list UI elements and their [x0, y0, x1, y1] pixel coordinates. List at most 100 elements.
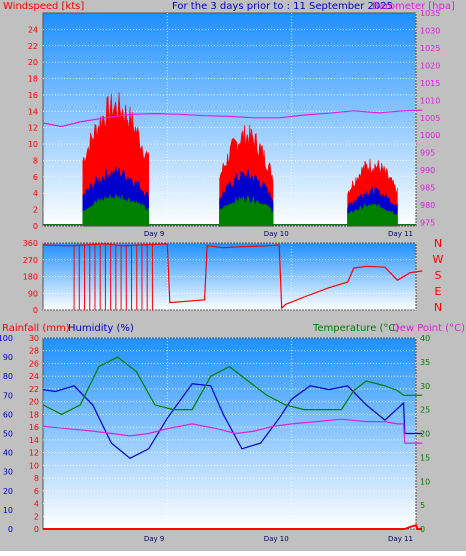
- wind-x-tick-label: Day 11: [388, 230, 413, 238]
- rain-tick-label: 0: [34, 525, 39, 534]
- rain-tick-label: 18: [29, 410, 39, 419]
- wind-tick-label: 14: [28, 107, 38, 116]
- low-wind-burst: [219, 195, 274, 227]
- direction-tick-label: 90: [28, 289, 38, 298]
- humidity-legend: Humidity (%): [68, 323, 134, 334]
- rainfall-legend: Rainfall (mm): [2, 323, 70, 334]
- humidity-tick-label: 90: [3, 353, 13, 362]
- barometer-line: [42, 109, 423, 128]
- temperature-tick-label: 20: [420, 430, 430, 439]
- wind-axis-title: Windspeed [kts]: [3, 1, 84, 12]
- barometer-tick-label: 980: [420, 201, 435, 210]
- temperature-tick-label: 10: [420, 477, 430, 486]
- humidity-line: [42, 383, 423, 460]
- climate-x-tick-label: Day 11: [388, 535, 413, 543]
- climate-series: [42, 356, 423, 530]
- rain-tick-label: 4: [34, 500, 39, 509]
- rain-tick-label: 20: [29, 398, 39, 407]
- compass-label: N: [434, 237, 442, 250]
- humidity-tick-label: 0: [8, 525, 13, 534]
- dewpoint-line: [42, 418, 423, 444]
- rain-tick-label: 28: [29, 347, 39, 356]
- chart-period-title: For the 3 days prior to : 11 September 2…: [172, 1, 393, 12]
- temperature-tick-label: 30: [420, 382, 430, 391]
- wind-x-tick-label: Day 9: [144, 230, 165, 238]
- barometer-tick-label: 1030: [420, 26, 440, 35]
- humidity-tick-label: 10: [3, 506, 13, 515]
- humidity-tick-label: 50: [3, 430, 13, 439]
- wind-direction-line: [42, 243, 423, 310]
- temperature-tick-label: 15: [420, 453, 430, 462]
- barometer-tick-label: 985: [420, 184, 435, 193]
- wind-tick-label: 12: [28, 124, 38, 133]
- wind-tick-label: 24: [28, 25, 38, 34]
- low-wind-burst: [347, 203, 398, 227]
- temperature-line: [42, 356, 423, 416]
- temperature-tick-label: 5: [420, 501, 425, 510]
- direction-tick-label: 0: [33, 306, 38, 315]
- barometer-tick-label: 1025: [420, 44, 440, 53]
- rain-tick-label: 6: [34, 487, 39, 496]
- temperature-tick-label: 35: [420, 358, 430, 367]
- rain-tick-label: 16: [29, 423, 39, 432]
- wind-tick-label: 2: [33, 206, 38, 215]
- climate-plot-area: [42, 337, 417, 530]
- rain-tick-label: 12: [29, 449, 39, 458]
- barometer-tick-label: 1005: [420, 114, 440, 123]
- barometer-axis-title: Barometer [hpa]: [372, 1, 455, 12]
- humidity-tick-label: 20: [3, 487, 13, 496]
- barometer-tick-label: 975: [420, 219, 435, 228]
- climate-x-tick-label: Day 10: [264, 535, 289, 543]
- direction-tick-label: 270: [23, 256, 38, 265]
- wind-tick-label: 4: [33, 189, 38, 198]
- direction-tick-label: 360: [23, 239, 38, 248]
- low-wind-burst: [82, 194, 150, 227]
- compass-label: E: [435, 285, 442, 298]
- barometer-tick-label: 1015: [420, 79, 440, 88]
- wind-tick-label: 20: [28, 58, 38, 67]
- barometer-tick-label: 1010: [420, 96, 440, 105]
- temperature-tick-label: 25: [420, 406, 430, 415]
- rain-tick-label: 22: [29, 385, 39, 394]
- humidity-tick-label: 80: [3, 372, 13, 381]
- direction-tick-label: 180: [23, 273, 38, 282]
- axis-labels: 0246810121416182022249759809859909951000…: [0, 9, 444, 543]
- humidity-tick-label: 30: [3, 468, 13, 477]
- rain-tick-label: 24: [29, 372, 39, 381]
- climate-x-tick-label: Day 9: [144, 535, 165, 543]
- dewpoint-legend: Dew Point (°C): [392, 323, 465, 334]
- rain-tick-label: 2: [34, 512, 39, 521]
- temperature-tick-label: 40: [420, 334, 430, 343]
- barometer-tick-label: 1035: [420, 9, 440, 18]
- temperature-tick-label: 0: [420, 525, 425, 534]
- rain-tick-label: 10: [29, 461, 39, 470]
- rain-tick-label: 14: [29, 436, 39, 445]
- wind-tick-label: 6: [33, 173, 38, 182]
- temperature-legend: Temperature (°C): [312, 323, 399, 334]
- wind-series: [42, 92, 423, 227]
- wind-tick-label: 0: [33, 222, 38, 231]
- compass-label: W: [433, 253, 444, 266]
- compass-label: N: [434, 301, 442, 314]
- wind-tick-label: 10: [28, 140, 38, 149]
- rain-tick-label: 8: [34, 474, 39, 483]
- wind-tick-label: 16: [28, 91, 38, 100]
- barometer-tick-label: 995: [420, 149, 435, 158]
- rain-tick-label: 30: [29, 334, 39, 343]
- humidity-tick-label: 70: [3, 391, 13, 400]
- wind-tick-label: 8: [33, 156, 38, 165]
- rain-line: [43, 523, 423, 530]
- wind-x-tick-label: Day 10: [264, 230, 289, 238]
- rain-tick-label: 26: [29, 359, 39, 368]
- wind-tick-label: 18: [28, 75, 38, 84]
- direction-series: [42, 243, 423, 310]
- barometer-tick-label: 990: [420, 166, 435, 175]
- barometer-tick-label: 1020: [420, 61, 440, 70]
- compass-label: S: [435, 269, 442, 282]
- barometer-tick-label: 1000: [420, 131, 440, 140]
- wind-tick-label: 22: [28, 42, 38, 51]
- humidity-tick-label: 100: [0, 334, 13, 343]
- humidity-tick-label: 60: [3, 410, 13, 419]
